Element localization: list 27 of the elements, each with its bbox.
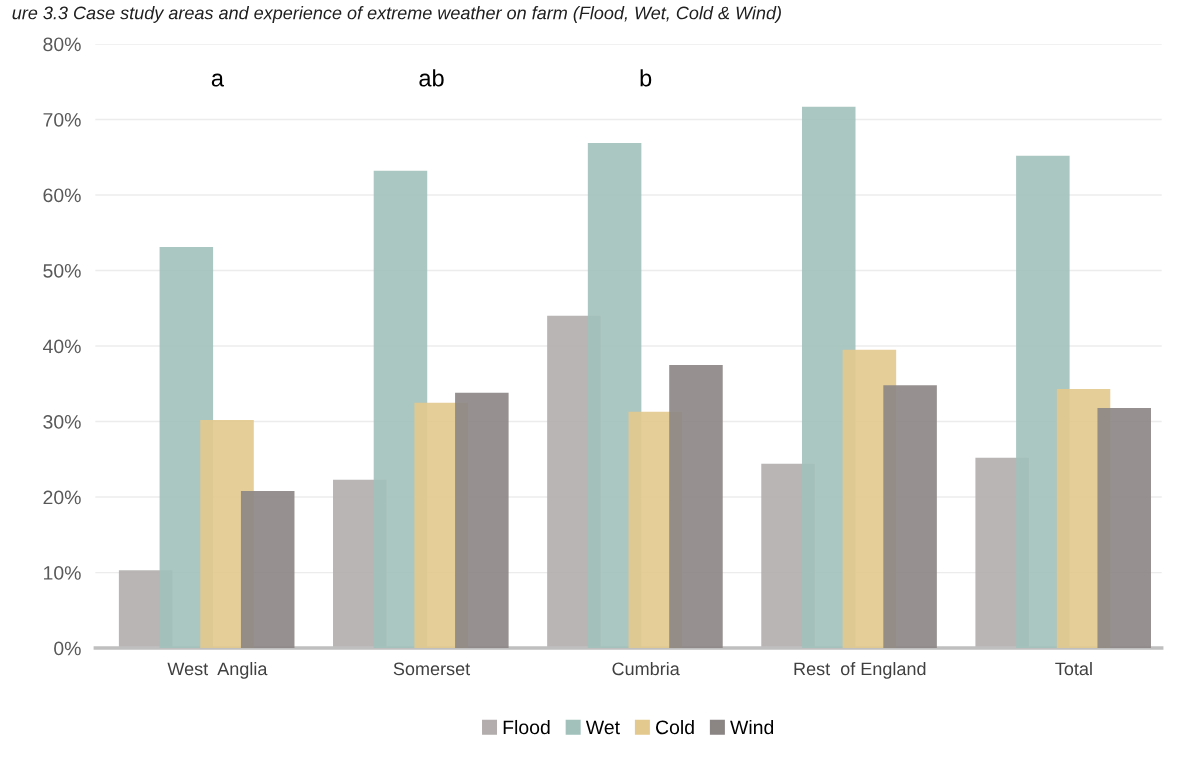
legend-label: Cold bbox=[656, 719, 694, 735]
chart-title: ure 3.3 Case study areas and experience of extreme weather on farm (Flood, Wet, Cold & Wind) bbox=[12, 6, 781, 23]
annotation: a bbox=[211, 73, 224, 87]
y-tick-label: 10% bbox=[44, 566, 81, 580]
y-tick-label: 30% bbox=[43, 415, 81, 429]
x-tick-label: Somerset bbox=[393, 662, 471, 676]
y-tick-label: 0% bbox=[54, 641, 81, 656]
y-tick-label: 80% bbox=[43, 37, 81, 52]
annotation: ab bbox=[419, 69, 444, 87]
y-tick-label: 20% bbox=[43, 490, 81, 505]
bar bbox=[883, 385, 937, 649]
bar bbox=[669, 364, 723, 649]
y-tick-label: 50% bbox=[43, 263, 81, 278]
x-tick-label: West Anglia bbox=[167, 661, 268, 679]
annotation: b bbox=[640, 69, 652, 87]
legend-label: Wet bbox=[585, 720, 620, 735]
y-tick-label: 40% bbox=[42, 339, 81, 354]
bar bbox=[455, 392, 509, 649]
x-tick-label: Total bbox=[1055, 661, 1092, 676]
bar bbox=[1097, 407, 1151, 649]
legend-label: Flood bbox=[503, 719, 550, 735]
x-tick-label: Rest of England bbox=[794, 661, 926, 679]
x-tick-label: Cumbria bbox=[612, 661, 680, 676]
bar bbox=[240, 491, 295, 649]
legend-label: Wind bbox=[730, 719, 774, 735]
y-tick-label: 60% bbox=[43, 188, 81, 203]
y-tick-label: 70% bbox=[43, 112, 81, 127]
